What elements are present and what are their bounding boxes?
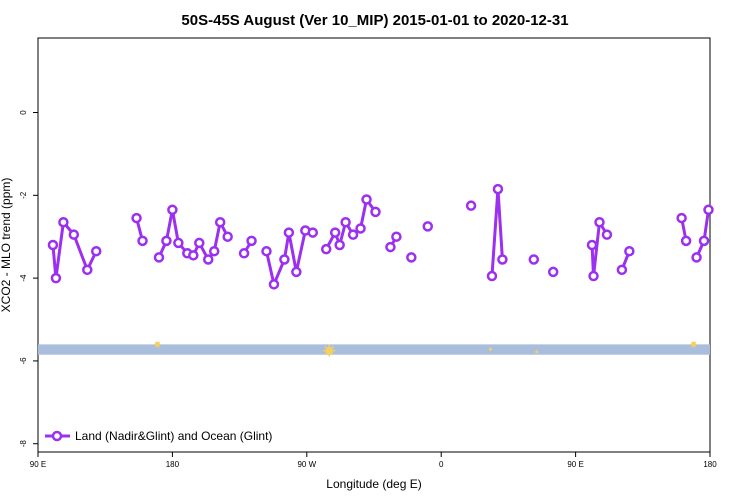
data-point (137, 235, 148, 247)
series-line (324, 197, 377, 250)
data-point (222, 231, 233, 242)
series-lines (47, 183, 714, 290)
data-point (131, 212, 142, 224)
y-axis-ticks: 0 -2 -4 -6 -8 (19, 110, 38, 448)
band-marker (690, 341, 697, 348)
data-point (261, 245, 272, 257)
data-point (406, 252, 417, 263)
data-point (586, 239, 598, 251)
legend-entry-label: Land (Nadir&Glint) and Ocean (Glint) (75, 429, 272, 443)
band-marker-core (489, 348, 492, 351)
band-markers (154, 341, 697, 357)
x-axis-label: Longitude (deg E) (326, 477, 421, 491)
band-marker-core (325, 346, 333, 355)
x-tick-label: 180 (703, 460, 717, 469)
data-point (208, 245, 220, 257)
data-point (355, 223, 366, 234)
data-point (334, 239, 345, 251)
data-point (202, 254, 214, 265)
data-point (703, 204, 714, 216)
data-point (361, 194, 372, 205)
series-line (265, 229, 314, 286)
data-point (246, 235, 257, 247)
x-tick-label: 0 (439, 460, 444, 469)
data-point (497, 254, 508, 265)
data-point (601, 229, 613, 240)
data-point (385, 241, 396, 253)
y-axis-label: XCO2 - MLO trend (ppm) (0, 178, 13, 313)
data-point (370, 206, 381, 218)
data-point (588, 270, 599, 282)
x-tick-label: 90 E (567, 460, 583, 469)
data-point (58, 216, 69, 228)
band-rect (38, 344, 710, 355)
data-point (676, 212, 687, 224)
data-point (82, 264, 93, 276)
bottom-band (38, 344, 710, 355)
chart-title: 50S-45S August (Ver 10_MIP) 2015-01-01 t… (181, 12, 568, 29)
data-point (47, 239, 59, 251)
y-tick-label: -6 (19, 357, 28, 365)
data-point (594, 216, 605, 228)
data-point (90, 245, 102, 257)
data-point (291, 266, 302, 278)
data-point (698, 235, 710, 247)
data-point (422, 221, 434, 232)
data-point (214, 216, 226, 228)
plot-area (37, 37, 711, 453)
data-point (153, 252, 165, 263)
data-point (486, 270, 498, 282)
data-point (320, 243, 332, 255)
data-point (465, 200, 477, 211)
y-tick-label: -4 (19, 274, 28, 282)
legend: Land (Nadir&Glint) and Ocean (Glint) (45, 429, 272, 443)
data-point (283, 227, 295, 238)
band-marker (535, 350, 539, 354)
data-point (547, 266, 559, 278)
y-tick-label: -2 (19, 191, 28, 199)
data-point (492, 183, 504, 195)
data-point (624, 245, 635, 257)
data-point (347, 229, 359, 240)
legend-marker-swatch (51, 430, 63, 442)
y-tick-label: 0 (19, 110, 28, 115)
x-tick-label: 180 (166, 460, 180, 469)
data-point (616, 264, 628, 276)
band-marker-core (691, 342, 696, 347)
data-point (238, 248, 250, 259)
data-point (329, 227, 341, 238)
data-point (680, 235, 692, 247)
band-marker-core (155, 342, 160, 347)
y-tick-label: -8 (19, 440, 28, 448)
data-point (173, 237, 184, 249)
series-line (590, 220, 609, 278)
series-line (695, 209, 710, 259)
band-marker (488, 347, 493, 351)
data-point (167, 204, 178, 216)
data-point (68, 229, 80, 240)
band-marker (154, 341, 161, 348)
data-point (279, 254, 290, 265)
x-axis-ticks: 90 E 180 90 W 0 90 E 180 (30, 452, 717, 469)
data-point (528, 254, 540, 265)
data-point (340, 216, 351, 228)
data-point (268, 279, 280, 290)
data-point (50, 272, 62, 284)
x-tick-label: 90 W (297, 460, 316, 469)
data-point (194, 237, 205, 249)
data-point (307, 227, 319, 238)
data-point (391, 231, 402, 242)
data-point (161, 235, 172, 247)
band-marker (323, 344, 336, 357)
data-point (188, 250, 199, 261)
band-marker-core (535, 350, 538, 353)
data-point (691, 252, 702, 263)
x-tick-label: 90 E (30, 460, 46, 469)
